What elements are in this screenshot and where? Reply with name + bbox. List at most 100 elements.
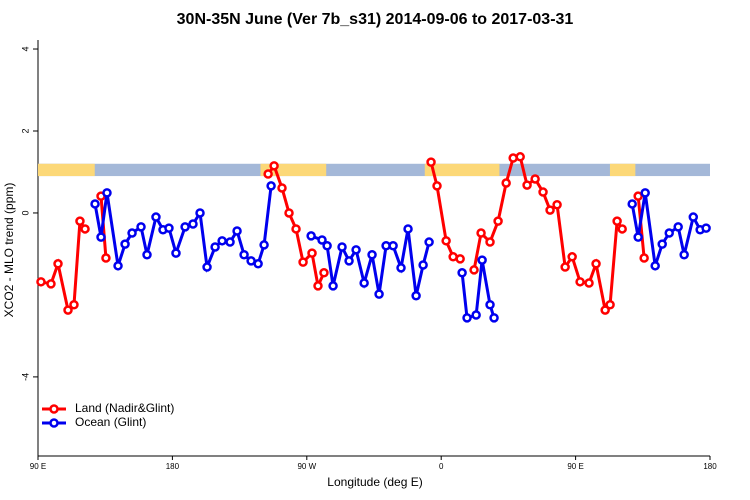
data-point bbox=[485, 237, 495, 247]
data-point bbox=[180, 222, 190, 232]
land-band bbox=[609, 163, 636, 177]
data-point bbox=[471, 310, 481, 320]
data-point bbox=[259, 240, 269, 250]
data-point bbox=[673, 222, 683, 232]
data-point bbox=[96, 232, 106, 242]
data-point bbox=[151, 212, 161, 222]
data-point bbox=[432, 181, 442, 191]
data-point bbox=[313, 281, 323, 291]
data-point bbox=[418, 260, 428, 270]
data-point bbox=[306, 231, 316, 241]
data-point bbox=[617, 224, 627, 234]
legend-marker bbox=[49, 418, 59, 428]
data-point bbox=[171, 248, 181, 258]
y-tick-label: 2 bbox=[20, 128, 30, 133]
data-point bbox=[411, 290, 421, 301]
data-point bbox=[266, 181, 276, 191]
data-point bbox=[359, 278, 369, 288]
data-point bbox=[120, 239, 130, 249]
data-point bbox=[113, 261, 123, 271]
data-point bbox=[344, 256, 354, 266]
data-point bbox=[530, 174, 540, 184]
data-point bbox=[388, 240, 398, 251]
data-point bbox=[75, 216, 85, 226]
data-point bbox=[640, 188, 650, 198]
data-point bbox=[136, 222, 146, 232]
data-point bbox=[319, 268, 329, 278]
data-point bbox=[476, 228, 486, 238]
data-point bbox=[263, 169, 273, 179]
data-point bbox=[195, 208, 205, 218]
data-point bbox=[462, 313, 472, 323]
data-point bbox=[477, 255, 487, 265]
data-point bbox=[53, 259, 63, 269]
data-point bbox=[600, 305, 610, 315]
data-point bbox=[627, 199, 637, 209]
data-point bbox=[63, 305, 73, 315]
data-point bbox=[142, 250, 152, 260]
data-point bbox=[307, 248, 317, 258]
data-point bbox=[633, 191, 643, 201]
data-point bbox=[489, 313, 499, 323]
data-point bbox=[426, 157, 436, 167]
data-point bbox=[269, 161, 279, 171]
data-point bbox=[396, 263, 406, 273]
data-point bbox=[650, 261, 660, 271]
ocean-band bbox=[38, 163, 710, 177]
legend-label: Ocean (Glint) bbox=[75, 415, 146, 429]
data-point bbox=[36, 277, 46, 287]
data-point bbox=[522, 180, 532, 190]
data-point bbox=[217, 236, 227, 246]
data-point bbox=[441, 236, 451, 246]
legend-label: Land (Nadir&Glint) bbox=[75, 401, 174, 415]
data-point bbox=[575, 277, 585, 287]
data-point bbox=[210, 242, 220, 252]
x-tick-label: 90 E bbox=[567, 462, 583, 471]
data-point bbox=[612, 216, 622, 226]
data-point bbox=[664, 228, 674, 238]
data-point bbox=[469, 265, 479, 275]
data-point bbox=[457, 268, 467, 278]
chart-title: 30N-35N June (Ver 7b_s31) 2014-09-06 to … bbox=[177, 11, 574, 28]
data-point bbox=[232, 226, 242, 236]
data-point bbox=[538, 187, 548, 197]
x-tick-label: 180 bbox=[166, 462, 180, 471]
data-point bbox=[374, 289, 384, 299]
data-point bbox=[69, 300, 79, 310]
y-tick-label: -4 bbox=[20, 373, 30, 381]
y-axis-label: XCO2 - MLO trend (ppm) bbox=[2, 183, 16, 318]
data-point bbox=[657, 239, 667, 249]
x-tick-label: 90 E bbox=[30, 462, 46, 471]
data-point bbox=[337, 242, 347, 252]
data-point bbox=[567, 252, 577, 262]
data-point bbox=[253, 259, 263, 269]
data-point bbox=[455, 254, 465, 264]
data-point bbox=[46, 279, 56, 289]
y-tick-label: 0 bbox=[20, 210, 30, 215]
data-point bbox=[284, 208, 294, 218]
data-point bbox=[545, 205, 555, 215]
data-point bbox=[493, 216, 503, 226]
data-point bbox=[291, 224, 301, 234]
data-point bbox=[328, 281, 338, 291]
data-point bbox=[80, 224, 90, 234]
data-point bbox=[277, 183, 287, 193]
data-point bbox=[102, 188, 112, 198]
data-point bbox=[322, 240, 332, 251]
data-point bbox=[679, 250, 689, 260]
data-point bbox=[202, 262, 212, 272]
data-point bbox=[688, 212, 699, 222]
data-point bbox=[225, 237, 235, 247]
data-point bbox=[101, 253, 111, 263]
data-point bbox=[560, 262, 570, 272]
data-point bbox=[605, 300, 615, 310]
data-point bbox=[584, 278, 594, 288]
legend-marker bbox=[49, 404, 59, 414]
data-point bbox=[164, 223, 174, 233]
data-point bbox=[639, 253, 649, 263]
data-point bbox=[90, 199, 100, 209]
data-point bbox=[552, 200, 562, 210]
data-point bbox=[239, 250, 249, 260]
data-point bbox=[127, 228, 137, 238]
